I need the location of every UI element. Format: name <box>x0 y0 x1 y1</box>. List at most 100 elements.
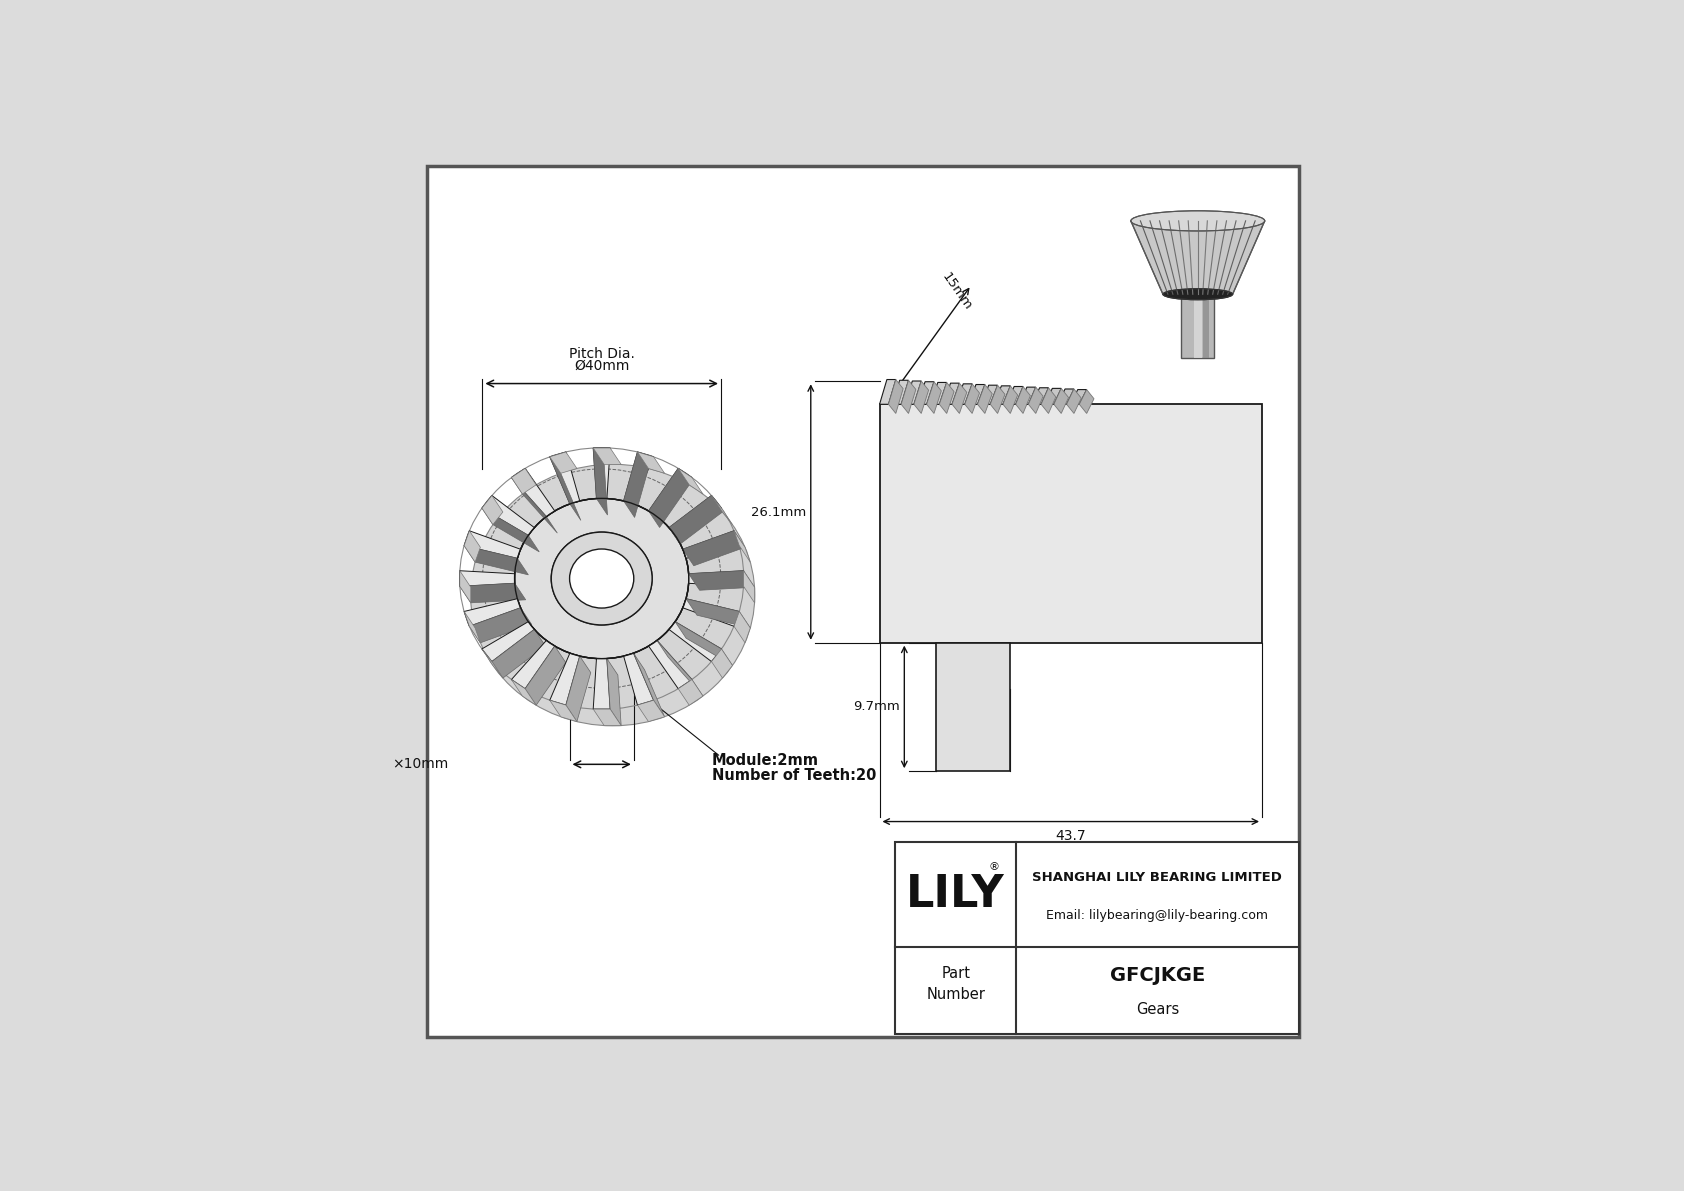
Text: SHANGHAI LILY BEARING LIMITED: SHANGHAI LILY BEARING LIMITED <box>1032 871 1283 884</box>
Polygon shape <box>931 382 946 404</box>
Polygon shape <box>1054 388 1069 413</box>
Polygon shape <box>1015 387 1031 413</box>
Polygon shape <box>926 382 941 413</box>
Text: ×30mm: ×30mm <box>946 703 1000 716</box>
Polygon shape <box>918 382 935 404</box>
Polygon shape <box>482 509 539 551</box>
Polygon shape <box>1032 388 1049 404</box>
Polygon shape <box>1019 387 1036 404</box>
Bar <box>1202 294 1209 358</box>
Polygon shape <box>675 622 733 666</box>
Polygon shape <box>657 641 702 696</box>
Ellipse shape <box>470 464 754 725</box>
Text: 15mm: 15mm <box>940 270 975 312</box>
Polygon shape <box>549 451 578 473</box>
Polygon shape <box>679 468 702 494</box>
Bar <box>1194 294 1202 358</box>
Ellipse shape <box>551 532 652 625</box>
Polygon shape <box>638 451 665 473</box>
Text: Gears: Gears <box>1135 1003 1179 1017</box>
Polygon shape <box>682 531 744 566</box>
Text: ×10mm: ×10mm <box>392 757 448 772</box>
Polygon shape <box>525 646 566 705</box>
Polygon shape <box>482 649 504 678</box>
Text: ®: ® <box>989 862 1000 872</box>
Polygon shape <box>682 531 739 559</box>
Polygon shape <box>593 659 610 709</box>
Polygon shape <box>734 611 751 643</box>
Polygon shape <box>512 468 536 494</box>
Text: LILY: LILY <box>906 873 1005 916</box>
Polygon shape <box>606 659 621 725</box>
Bar <box>936 643 1010 771</box>
Text: Ø40mm: Ø40mm <box>574 358 630 373</box>
Polygon shape <box>879 380 896 404</box>
Ellipse shape <box>1164 288 1233 300</box>
Polygon shape <box>734 531 751 562</box>
Polygon shape <box>744 570 754 603</box>
Text: Part
Number: Part Number <box>926 966 985 1002</box>
Ellipse shape <box>569 549 633 609</box>
Polygon shape <box>685 599 751 628</box>
Text: Email: lilybearing@lily-bearing.com: Email: lilybearing@lily-bearing.com <box>1046 909 1268 922</box>
Polygon shape <box>566 656 591 722</box>
Polygon shape <box>990 385 1005 413</box>
Polygon shape <box>951 384 967 413</box>
Polygon shape <box>893 380 909 404</box>
Polygon shape <box>512 478 557 534</box>
Ellipse shape <box>551 532 652 625</box>
Polygon shape <box>593 448 610 499</box>
Polygon shape <box>470 607 532 643</box>
Polygon shape <box>1029 387 1042 413</box>
Text: Number of Teeth:20: Number of Teeth:20 <box>712 768 876 782</box>
Polygon shape <box>648 468 692 517</box>
Polygon shape <box>712 495 733 524</box>
Polygon shape <box>482 495 504 524</box>
Text: 9.7mm: 9.7mm <box>854 700 899 713</box>
Polygon shape <box>465 531 480 562</box>
Polygon shape <box>689 570 754 591</box>
Polygon shape <box>549 653 579 705</box>
Polygon shape <box>623 653 653 705</box>
Polygon shape <box>982 385 997 404</box>
Polygon shape <box>512 468 554 517</box>
Ellipse shape <box>569 549 633 609</box>
Polygon shape <box>712 649 733 678</box>
Polygon shape <box>901 380 916 413</box>
Polygon shape <box>549 451 579 504</box>
Polygon shape <box>492 629 546 678</box>
Polygon shape <box>1066 389 1081 413</box>
Polygon shape <box>648 468 689 528</box>
Polygon shape <box>669 622 721 661</box>
Polygon shape <box>965 384 980 413</box>
Text: 43.7: 43.7 <box>1056 829 1086 843</box>
Text: OD: OD <box>1059 843 1081 856</box>
Polygon shape <box>1004 386 1017 413</box>
Polygon shape <box>1007 387 1024 404</box>
Polygon shape <box>940 382 955 413</box>
Polygon shape <box>977 385 992 413</box>
Text: 26.1mm: 26.1mm <box>751 505 807 518</box>
Polygon shape <box>593 448 608 515</box>
Polygon shape <box>943 384 960 404</box>
Polygon shape <box>460 570 472 603</box>
Polygon shape <box>679 680 702 705</box>
Polygon shape <box>593 709 621 725</box>
Polygon shape <box>1058 389 1074 404</box>
Text: Pitch Dia.: Pitch Dia. <box>569 347 635 361</box>
Polygon shape <box>460 584 525 603</box>
Polygon shape <box>465 531 520 559</box>
Polygon shape <box>638 700 665 722</box>
Polygon shape <box>914 381 928 413</box>
Polygon shape <box>669 495 722 544</box>
Polygon shape <box>994 386 1010 404</box>
Polygon shape <box>482 622 534 661</box>
Bar <box>896 842 1298 1034</box>
Text: GFCJKGE: GFCJKGE <box>1110 966 1206 985</box>
Polygon shape <box>1071 389 1086 404</box>
Polygon shape <box>633 653 665 717</box>
Polygon shape <box>1079 389 1095 413</box>
Polygon shape <box>465 599 520 626</box>
Text: Module:2mm: Module:2mm <box>712 754 818 768</box>
Polygon shape <box>648 641 692 688</box>
